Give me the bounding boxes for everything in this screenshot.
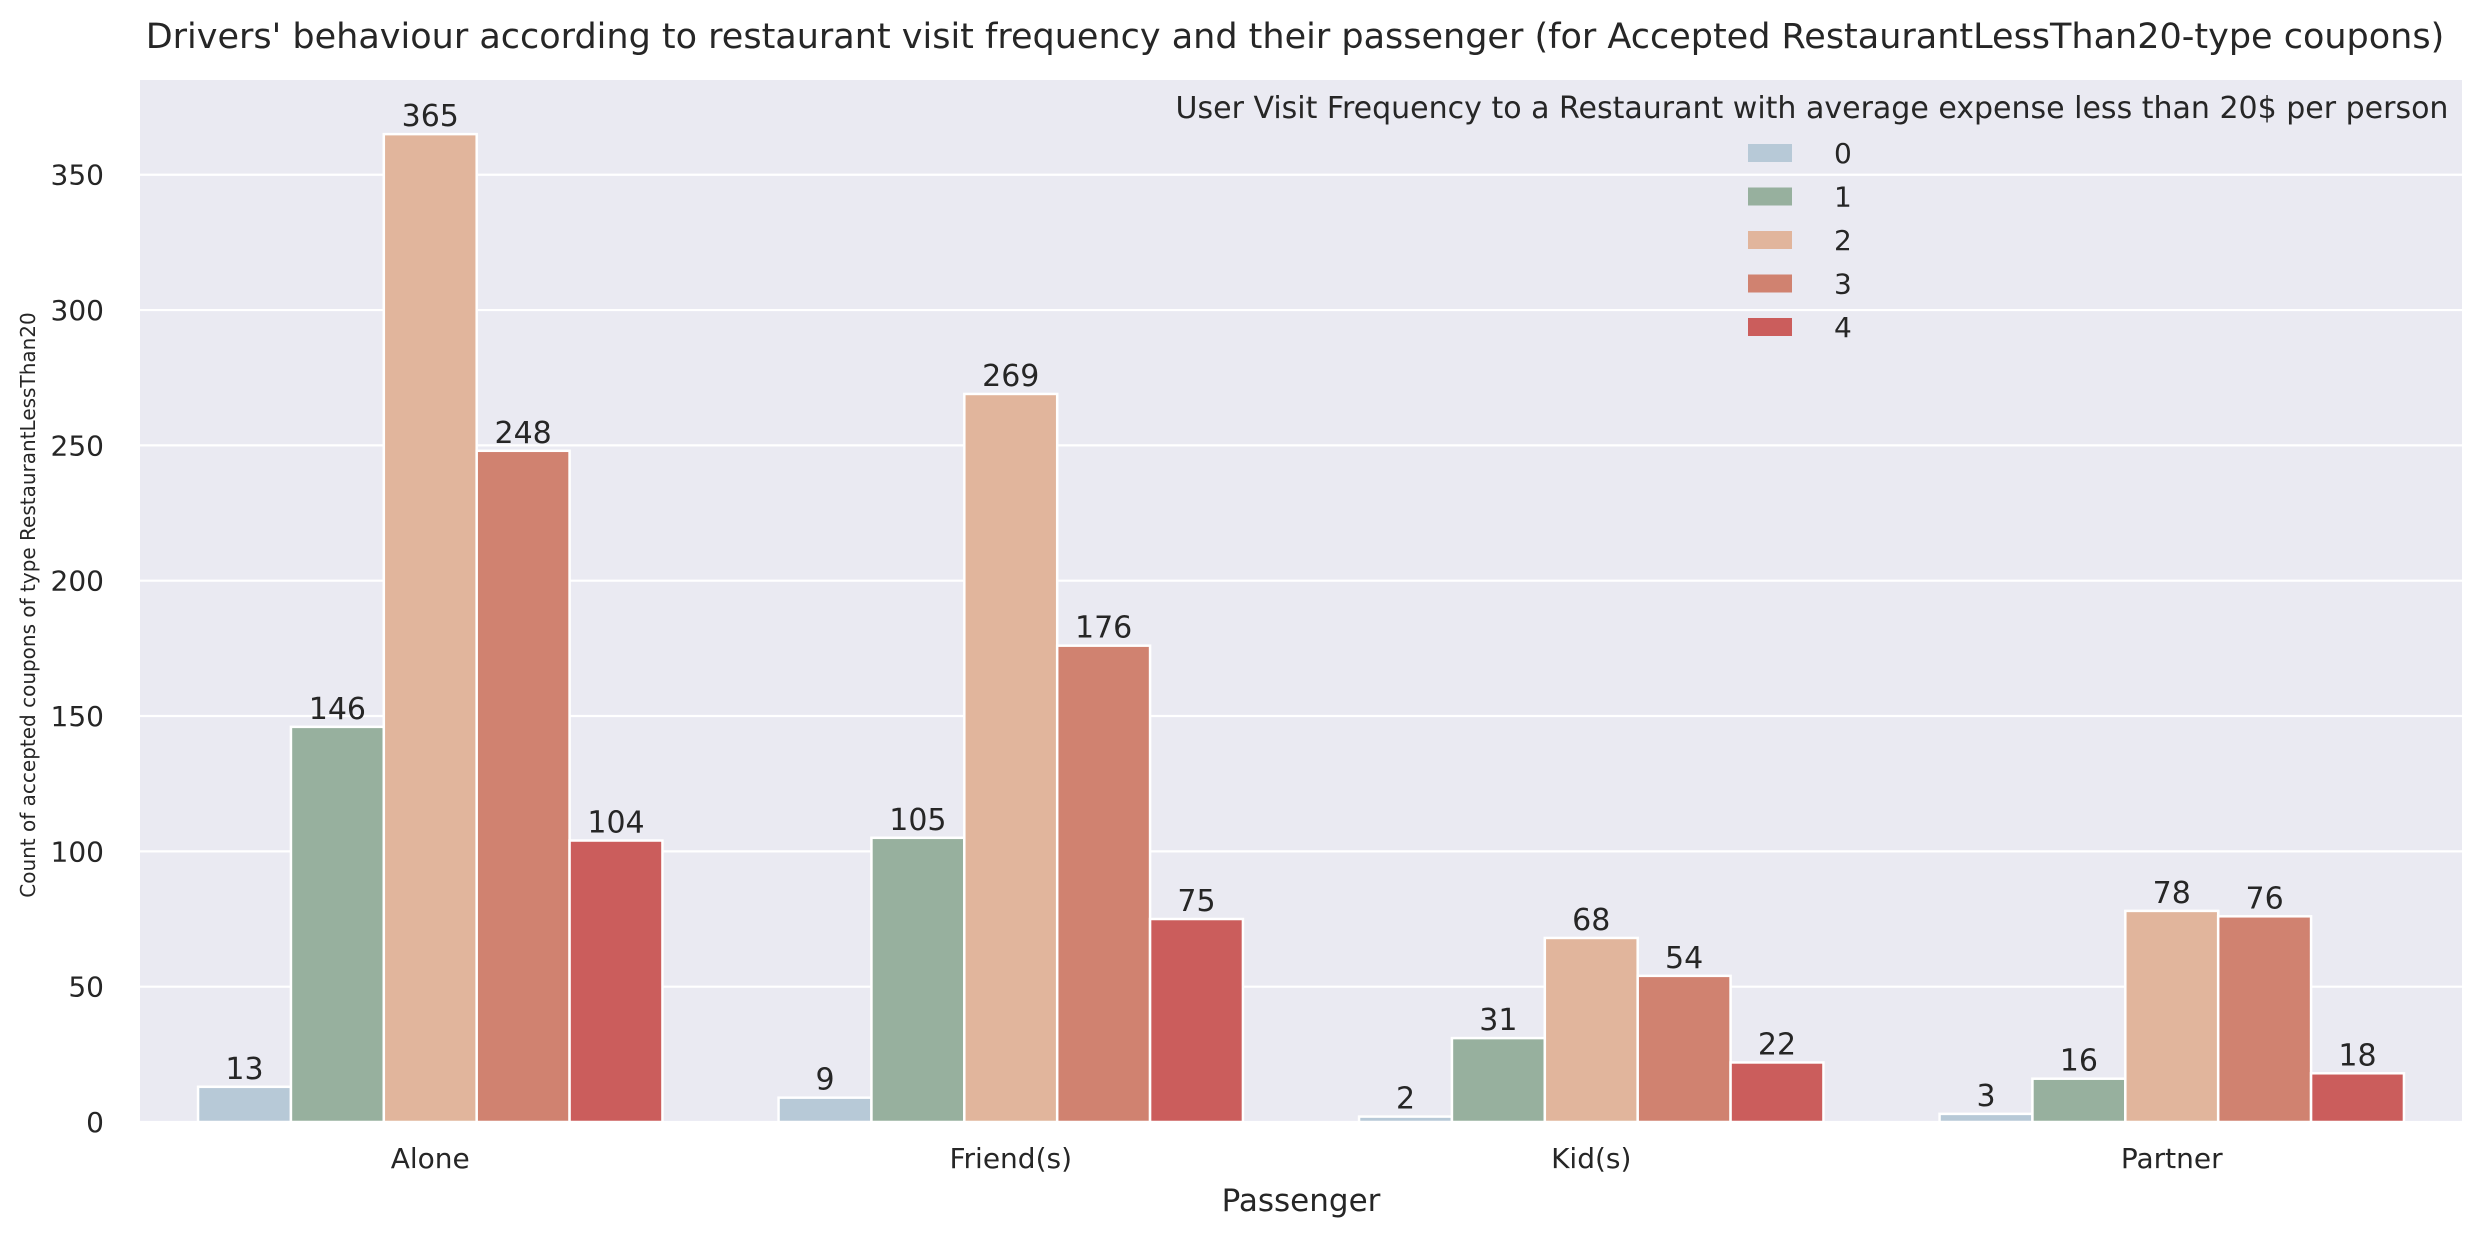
legend-swatch bbox=[1748, 274, 1792, 293]
x-axis-ticks: Alone Friend(s) Kid(s) Partner bbox=[391, 1142, 2223, 1175]
chart-title: Drivers' behaviour according to restaura… bbox=[146, 17, 2445, 57]
bar bbox=[1543, 936, 1639, 1124]
bar-value-label: 365 bbox=[402, 99, 459, 134]
bar bbox=[196, 1085, 293, 1124]
bar-value-label: 9 bbox=[815, 1063, 834, 1098]
bar-value-label: 176 bbox=[1075, 611, 1132, 646]
x-tick-label: Alone bbox=[391, 1142, 470, 1175]
bar-value-label: 76 bbox=[2246, 881, 2284, 916]
bar bbox=[2309, 1072, 2406, 1124]
legend-swatch bbox=[1748, 144, 1792, 162]
y-tick-label: 250 bbox=[51, 429, 104, 462]
bar-value-label: 78 bbox=[2153, 876, 2191, 911]
x-tick-label: Partner bbox=[2121, 1142, 2223, 1175]
bar-value-label: 16 bbox=[2060, 1044, 2098, 1079]
bar bbox=[777, 1096, 873, 1124]
legend-swatch bbox=[1748, 318, 1792, 336]
bar bbox=[289, 725, 386, 1124]
x-tick-label: Friend(s) bbox=[949, 1142, 1072, 1175]
bar-value-label: 18 bbox=[2338, 1038, 2376, 1073]
y-tick-label: 350 bbox=[51, 159, 104, 192]
legend-label: 0 bbox=[1834, 137, 1852, 170]
bar-value-label: 269 bbox=[982, 359, 1039, 394]
x-axis-label: Passenger bbox=[1222, 1183, 1381, 1219]
bar bbox=[382, 132, 478, 1124]
bar-value-label: 248 bbox=[494, 416, 551, 451]
legend-label: 3 bbox=[1834, 268, 1852, 301]
y-tick-label: 100 bbox=[51, 835, 104, 868]
bar-value-label: 68 bbox=[1572, 903, 1610, 938]
bar-value-label: 104 bbox=[587, 806, 644, 841]
y-axis-label: Count of accepted coupons of type Restau… bbox=[16, 312, 40, 898]
y-tick-label: 150 bbox=[51, 700, 104, 733]
legend-label: 1 bbox=[1834, 181, 1852, 214]
bar-value-label: 22 bbox=[1758, 1027, 1796, 1062]
bar bbox=[568, 839, 664, 1124]
bar bbox=[1938, 1112, 2034, 1124]
bar bbox=[1148, 917, 1245, 1124]
bar-value-label: 13 bbox=[225, 1052, 263, 1087]
data-labels: 1314636524810491052691767523168542231678… bbox=[225, 99, 2376, 1116]
bar bbox=[1357, 1115, 1454, 1124]
bar-value-label: 3 bbox=[1976, 1079, 1995, 1114]
bar bbox=[1450, 1036, 1547, 1124]
bars bbox=[196, 132, 2406, 1124]
x-tick-label: Kid(s) bbox=[1551, 1142, 1631, 1175]
bar bbox=[2124, 909, 2220, 1124]
bar bbox=[870, 836, 966, 1124]
bar bbox=[963, 392, 1059, 1124]
bar-value-label: 54 bbox=[1665, 941, 1703, 976]
bar bbox=[2031, 1077, 2127, 1124]
legend-label: 2 bbox=[1834, 224, 1852, 257]
bar-value-label: 2 bbox=[1396, 1082, 1415, 1117]
y-axis-ticks: 0 50 100 150 200 250 300 350 bbox=[51, 159, 104, 1139]
bar bbox=[1636, 974, 1732, 1124]
bar-value-label: 31 bbox=[1479, 1003, 1517, 1038]
bar bbox=[1055, 644, 1152, 1124]
legend-title: User Visit Frequency to a Restaurant wit… bbox=[1176, 91, 2449, 126]
y-tick-label: 300 bbox=[51, 294, 104, 327]
y-tick-label: 50 bbox=[68, 971, 104, 1004]
legend: User Visit Frequency to a Restaurant wit… bbox=[1176, 91, 2449, 344]
bar-value-label: 105 bbox=[889, 803, 946, 838]
legend-label: 4 bbox=[1834, 311, 1852, 344]
y-tick-label: 200 bbox=[51, 565, 104, 598]
bar-value-label: 146 bbox=[309, 692, 366, 727]
bar bbox=[475, 449, 571, 1124]
legend-swatch bbox=[1748, 231, 1792, 249]
bar bbox=[2216, 915, 2313, 1124]
legend-items: 0 1 2 3 4 bbox=[1748, 137, 1852, 344]
bar bbox=[1729, 1061, 1825, 1124]
y-tick-label: 0 bbox=[86, 1106, 104, 1139]
bar-value-label: 75 bbox=[1177, 884, 1215, 919]
legend-swatch bbox=[1748, 187, 1792, 206]
